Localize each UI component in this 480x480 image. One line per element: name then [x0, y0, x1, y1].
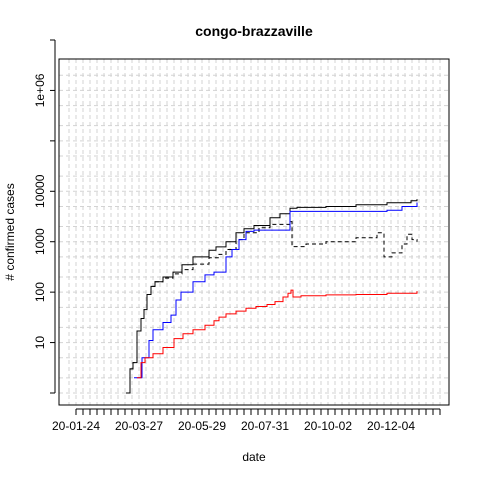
- y-tick-label: 10000: [33, 174, 47, 208]
- series-line-3: [134, 202, 418, 379]
- x-tick-label: 20-01-24: [52, 419, 100, 433]
- x-axis: 20-01-24 20-03-27 20-05-29 20-07-31 20-10-02…: [52, 408, 441, 433]
- y-tick-label: 100: [33, 282, 47, 302]
- y-tick-label: 1e+06: [33, 73, 47, 107]
- x-tick-label: 20-05-29: [178, 419, 226, 433]
- x-tick-label: 20-03-27: [115, 419, 163, 433]
- plot-frame: [58, 58, 450, 406]
- chart-title: congo-brazzaville: [195, 23, 313, 39]
- y-tick-label: 1000: [33, 228, 47, 255]
- x-axis-label: date: [242, 450, 266, 464]
- y-tick-label: 10: [33, 336, 47, 350]
- series-line-4: [137, 289, 418, 379]
- y-axis-label: # confirmed cases: [3, 183, 17, 280]
- x-tick-label: 20-07-31: [241, 419, 289, 433]
- x-tick-label: 20-12-04: [367, 419, 415, 433]
- grid: [59, 59, 449, 405]
- series-group: [126, 199, 418, 394]
- x-tick-label: 20-10-02: [304, 419, 352, 433]
- y-axis: 10 100 1000 10000 1e+06: [33, 39, 56, 394]
